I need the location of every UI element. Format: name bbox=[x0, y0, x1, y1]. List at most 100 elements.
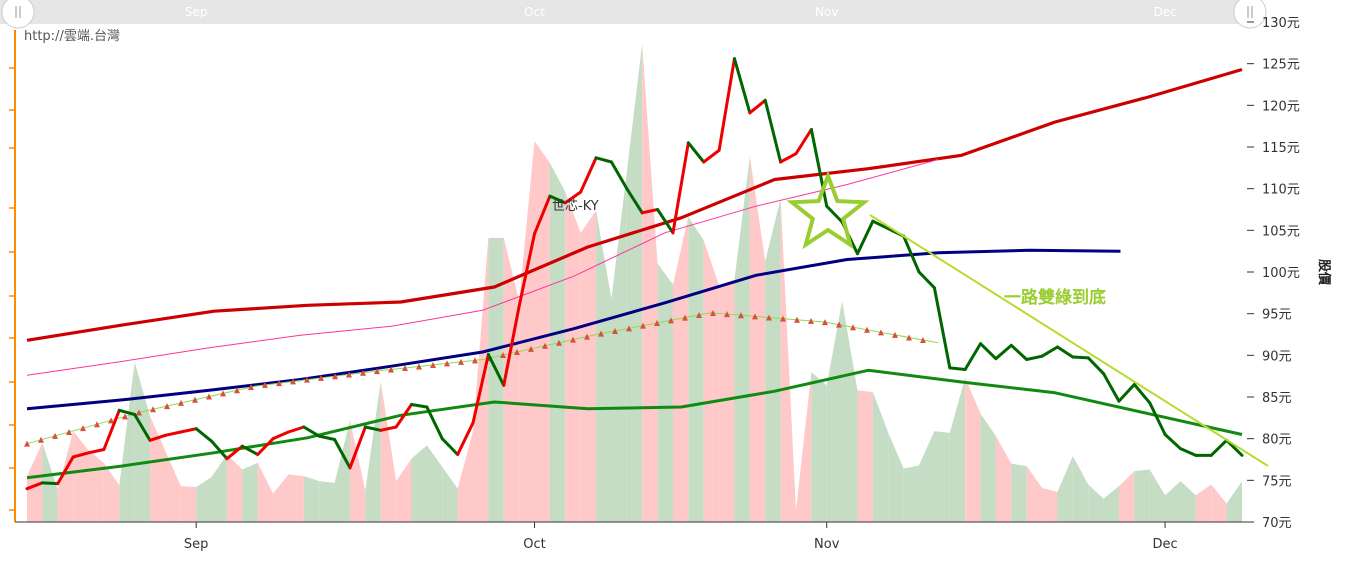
price-segment bbox=[533, 194, 552, 236]
price-segment bbox=[1055, 345, 1075, 359]
volume-area-segment bbox=[949, 377, 966, 522]
volume-area-segment bbox=[1211, 484, 1227, 522]
moving-average-pink bbox=[26, 159, 939, 376]
trend-marker bbox=[808, 317, 814, 324]
price-segment bbox=[1071, 355, 1090, 360]
price-segment bbox=[1086, 356, 1106, 376]
volume-area-segment bbox=[1072, 456, 1089, 522]
trend-marker bbox=[290, 378, 296, 385]
volume-area-segment bbox=[934, 431, 950, 522]
moving-average-long bbox=[26, 67, 1243, 342]
volume-area-segment bbox=[1042, 487, 1058, 522]
price-segment bbox=[1178, 447, 1198, 457]
price-segment bbox=[609, 160, 629, 191]
volume-area-segment bbox=[596, 210, 612, 523]
volume-area-segment bbox=[872, 392, 889, 522]
volume-area-segment bbox=[365, 381, 381, 522]
volume-area-segment bbox=[257, 462, 274, 522]
volume-area-segment bbox=[119, 362, 135, 522]
volume-area-segment bbox=[1134, 469, 1150, 522]
trend-marker bbox=[878, 329, 884, 336]
moving-average-green bbox=[26, 368, 1243, 480]
price-segment bbox=[594, 156, 613, 164]
volume-area-segment bbox=[1149, 469, 1166, 522]
price-segment bbox=[302, 425, 321, 438]
price-segment bbox=[379, 425, 398, 432]
trend-marker bbox=[374, 368, 380, 375]
trend-marker bbox=[570, 336, 576, 343]
volume-area-segment bbox=[1103, 486, 1119, 522]
price-segment bbox=[117, 408, 137, 416]
volume-area-segment bbox=[334, 420, 350, 522]
y-tick-label: 110元 bbox=[1262, 183, 1300, 198]
trend-marker bbox=[164, 403, 170, 410]
volume-area-segment bbox=[626, 43, 643, 523]
trend-marker bbox=[528, 345, 534, 352]
trend-marker bbox=[766, 314, 772, 321]
price-segment bbox=[456, 421, 475, 456]
trend-marker bbox=[542, 342, 548, 349]
volume-area-segment bbox=[196, 477, 212, 522]
price-segment bbox=[56, 455, 75, 486]
volume-area-segment bbox=[534, 141, 550, 522]
volume-area-segment bbox=[473, 237, 489, 523]
trend-marker bbox=[304, 376, 310, 383]
price-segment bbox=[240, 444, 260, 456]
trend-marker bbox=[668, 317, 674, 324]
y-tick-label: 95元 bbox=[1262, 308, 1292, 323]
price-segment bbox=[148, 433, 167, 442]
price-segment bbox=[1225, 438, 1244, 457]
price-segment bbox=[425, 405, 444, 441]
navigator-left-handle[interactable] bbox=[1, 0, 35, 29]
price-segment bbox=[1102, 372, 1121, 403]
trend-marker bbox=[318, 374, 324, 381]
price-segment bbox=[1209, 438, 1229, 457]
price-segment bbox=[932, 286, 952, 370]
volume-area-segment bbox=[411, 445, 427, 522]
volume-area-segment bbox=[273, 474, 289, 522]
price-segment bbox=[256, 437, 275, 456]
y-tick-label: 115元 bbox=[1262, 141, 1300, 156]
y-tick-label: 120元 bbox=[1262, 99, 1300, 114]
volume-area-segment bbox=[73, 431, 89, 522]
highlight-star-icon bbox=[786, 170, 870, 250]
price-segment bbox=[179, 427, 198, 434]
price-segment bbox=[1009, 343, 1029, 361]
price-segment bbox=[333, 438, 352, 470]
y-tick-label: 90元 bbox=[1262, 349, 1292, 364]
trend-marker bbox=[584, 333, 590, 340]
trend-marker bbox=[234, 387, 240, 394]
trend-marker bbox=[150, 406, 156, 413]
trend-marker bbox=[710, 310, 716, 317]
price-segment bbox=[656, 208, 675, 235]
volume-area-segment bbox=[426, 445, 443, 522]
price-segment bbox=[87, 448, 106, 455]
volume-area-segment bbox=[1165, 481, 1181, 522]
price-segment bbox=[671, 141, 690, 235]
downtrend-line bbox=[869, 214, 1269, 467]
navigator-right-handle[interactable] bbox=[1233, 0, 1267, 29]
volume-area-segment bbox=[303, 476, 320, 522]
volume-area-segment bbox=[150, 416, 166, 522]
x-axis-ticks: Sep Oct Nov Dec bbox=[184, 522, 1178, 552]
price-segment bbox=[794, 128, 813, 156]
price-segment bbox=[1148, 401, 1167, 436]
volume-area-segment bbox=[319, 481, 335, 522]
trend-marker bbox=[402, 365, 408, 372]
trend-marker bbox=[514, 348, 520, 355]
trend-marker bbox=[696, 312, 702, 319]
price-segment bbox=[748, 98, 767, 115]
volume-area-segment bbox=[226, 454, 243, 522]
volume-area-segment bbox=[965, 377, 981, 522]
price-segment bbox=[1025, 354, 1044, 361]
volume-area-segment bbox=[1026, 466, 1043, 522]
price-segment bbox=[1040, 345, 1059, 358]
navigator-bar[interactable] bbox=[0, 0, 1260, 24]
trend-marker bbox=[458, 358, 464, 365]
volume-area-segment bbox=[672, 217, 689, 522]
trend-marker bbox=[178, 399, 184, 406]
trend-marker bbox=[52, 432, 58, 439]
volume-area-segment bbox=[780, 198, 796, 522]
volume-area-segment bbox=[703, 240, 720, 523]
price-segment bbox=[1163, 433, 1182, 451]
